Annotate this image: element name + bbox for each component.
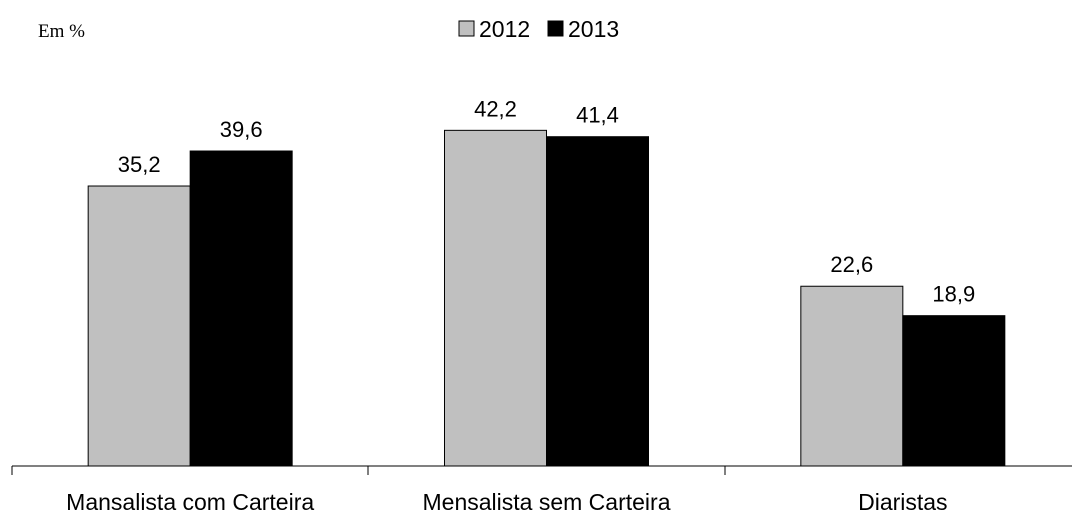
legend: 2012 2013 [458,16,619,42]
data-label-2012-mansalista-com-carteira: 35,2 [118,152,161,177]
bar-2012-mansalista-com-carteira [87,185,191,467]
legend-label-2012: 2012 [479,16,530,42]
category-label-diaristas: Diaristas [858,489,947,515]
legend-label-2013: 2013 [568,16,619,42]
bar-2013-mensalista-sem-carteira [546,136,649,467]
data-labels-group: 35,2 39,6 42,2 41,4 22,6 18,9 [118,96,975,306]
category-label-mensalista-sem-carteira: Mensalista sem Carteira [423,489,671,515]
bars-group [87,129,1006,467]
bar-2013-mansalista-com-carteira [189,150,293,467]
unit-label: Em % [38,21,85,42]
bar-2012-mensalista-sem-carteira [444,129,547,467]
legend-swatch-2012 [458,20,475,37]
data-label-2013-mensalista-sem-carteira: 41,4 [576,103,619,128]
category-label-mansalista-com-carteira: Mansalista com Carteira [66,489,314,515]
bar-2013-diaristas [902,315,1006,467]
legend-swatch-2013 [547,20,564,37]
data-label-2013-diaristas: 18,9 [932,282,975,307]
x-axis [11,465,1072,475]
data-label-2013-mansalista-com-carteira: 39,6 [220,117,263,142]
category-labels-group: Mansalista com Carteira Mensalista sem Ca… [66,489,947,515]
data-label-2012-diaristas: 22,6 [830,252,873,277]
bar-2012-diaristas [800,285,904,467]
data-label-2012-mensalista-sem-carteira: 42,2 [474,96,517,121]
